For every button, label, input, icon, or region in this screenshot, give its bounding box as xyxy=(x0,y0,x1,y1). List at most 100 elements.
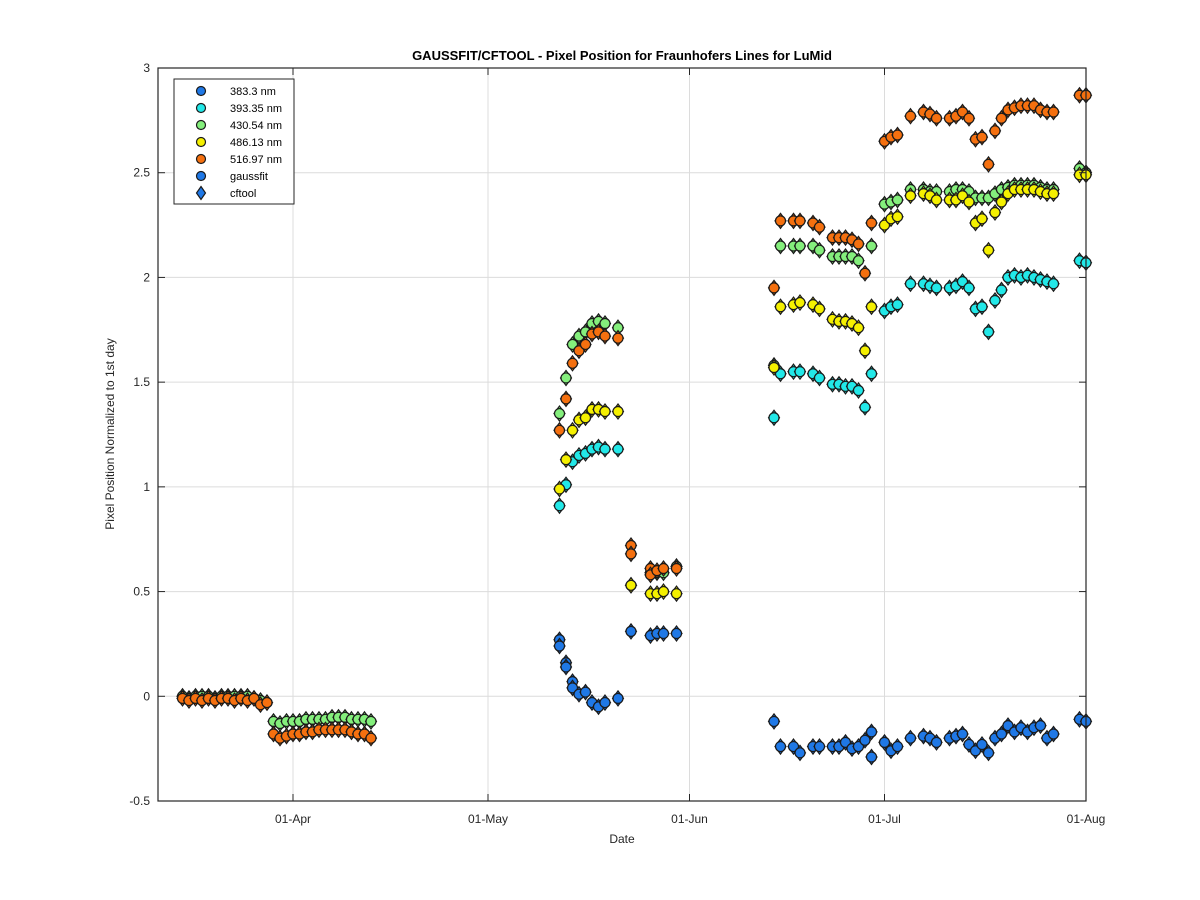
gaussfit-point xyxy=(989,206,1001,219)
gaussfit-point xyxy=(579,412,592,424)
legend-label: 516.97 nm xyxy=(230,154,282,166)
gaussfit-point xyxy=(768,715,780,728)
gaussfit-point xyxy=(976,738,988,751)
gaussfit-point xyxy=(612,692,624,704)
legend-circle-icon xyxy=(195,85,207,97)
gaussfit-point xyxy=(657,562,670,575)
x-tick-label: 01-May xyxy=(468,812,508,826)
axes-box xyxy=(157,67,1087,802)
gaussfit-point xyxy=(1047,728,1060,740)
gaussfit-point xyxy=(599,317,611,330)
legend-label: 486.13 nm xyxy=(230,137,282,149)
gaussfit-point xyxy=(995,112,1008,124)
gaussfit-point xyxy=(891,211,904,223)
gaussfit-point xyxy=(553,483,566,495)
gaussfit-point xyxy=(904,110,917,122)
gaussfit-point xyxy=(566,357,579,369)
gaussfit-point xyxy=(579,686,592,698)
gaussfit-point xyxy=(612,443,624,455)
gaussfit-point xyxy=(963,282,975,294)
gaussfit-point xyxy=(859,267,871,279)
gaussfit-point xyxy=(670,627,683,640)
gaussfit-point xyxy=(560,372,572,384)
gaussfit-point xyxy=(768,361,780,374)
data-points xyxy=(176,86,1093,766)
gaussfit-point xyxy=(878,736,891,748)
gaussfit-point xyxy=(865,301,878,313)
gaussfit-point xyxy=(599,443,611,455)
gaussfit-point xyxy=(794,296,806,309)
gaussfit-point xyxy=(794,215,806,227)
legend-label: gaussfit xyxy=(230,171,268,183)
gaussfit-point xyxy=(566,424,579,436)
gaussfit-point xyxy=(865,217,878,229)
gaussfit-point xyxy=(774,301,787,313)
gaussfit-point xyxy=(976,131,988,143)
gaussfit-point xyxy=(612,405,624,418)
gaussfit-point xyxy=(774,240,787,252)
gaussfit-point xyxy=(930,282,943,294)
x-tick-label: 01-Apr xyxy=(275,812,311,826)
gaussfit-point xyxy=(553,407,566,420)
gaussfit-point xyxy=(579,338,592,351)
gaussfit-point xyxy=(794,240,806,252)
gaussfit-point xyxy=(365,732,377,744)
gaussfit-point xyxy=(891,299,904,311)
series-486-13-nm xyxy=(553,166,1093,603)
gaussfit-point xyxy=(625,579,637,591)
gaussfit-point xyxy=(865,368,878,380)
gaussfit-point xyxy=(768,412,780,424)
gaussfit-point xyxy=(982,158,995,170)
y-axis-label: Pixel Position Normalized to 1st day xyxy=(103,338,117,529)
series-393-35-nm xyxy=(553,252,1093,515)
gaussfit-point xyxy=(995,728,1008,740)
y-tick-label: 0.5 xyxy=(133,585,150,599)
gaussfit-point xyxy=(599,330,611,342)
gaussfit-point xyxy=(560,393,572,405)
gaussfit-point xyxy=(612,332,624,344)
legend-label: cftool xyxy=(230,188,256,200)
legend-circle-icon xyxy=(195,119,207,131)
legend-label: 383.3 nm xyxy=(230,86,276,98)
y-tick-label: 3 xyxy=(143,61,150,75)
gaussfit-point xyxy=(891,740,904,753)
gaussfit-point xyxy=(956,728,969,740)
series-383-3-nm xyxy=(553,622,1093,766)
gaussfit-point xyxy=(774,215,787,227)
y-tick-label: 0 xyxy=(143,689,150,703)
gaussfit-point xyxy=(794,366,806,378)
gaussfit-point xyxy=(1047,188,1060,200)
gaussfit-point xyxy=(865,726,878,738)
gaussfit-point xyxy=(963,112,975,124)
gaussfit-point xyxy=(261,696,273,709)
gaussfit-point xyxy=(982,326,995,338)
gaussfit-point xyxy=(989,125,1001,137)
gaussfit-point xyxy=(768,282,780,294)
gaussfit-point xyxy=(553,640,566,652)
gaussfit-point xyxy=(365,715,377,728)
gaussfit-point xyxy=(599,696,611,709)
legend-circle-icon xyxy=(195,153,207,165)
legend-label: 430.54 nm xyxy=(230,120,282,132)
gaussfit-point xyxy=(625,548,637,560)
gaussfit-point xyxy=(560,661,572,673)
gaussfit-point xyxy=(657,627,670,640)
x-tick-label: 01-Jun xyxy=(671,812,708,826)
gaussfit-point xyxy=(852,238,865,250)
gaussfit-point xyxy=(963,196,975,208)
chart-title: GAUSSFIT/CFTOOL - Pixel Position for Fra… xyxy=(412,48,832,63)
gaussfit-point xyxy=(891,129,904,141)
gaussfit-point xyxy=(1047,278,1060,290)
gaussfit-point xyxy=(813,372,826,384)
gaussfit-point xyxy=(670,588,683,600)
gaussfit-point xyxy=(1047,106,1060,118)
gaussfit-point xyxy=(930,736,943,748)
gaussfit-point xyxy=(891,194,904,206)
gaussfit-point xyxy=(813,303,826,315)
legend-label: 393.35 nm xyxy=(230,103,282,115)
gaussfit-point xyxy=(813,244,826,256)
legend-diamond-icon xyxy=(195,185,207,201)
plot-area xyxy=(158,68,1086,801)
gaussfit-point xyxy=(813,221,826,233)
